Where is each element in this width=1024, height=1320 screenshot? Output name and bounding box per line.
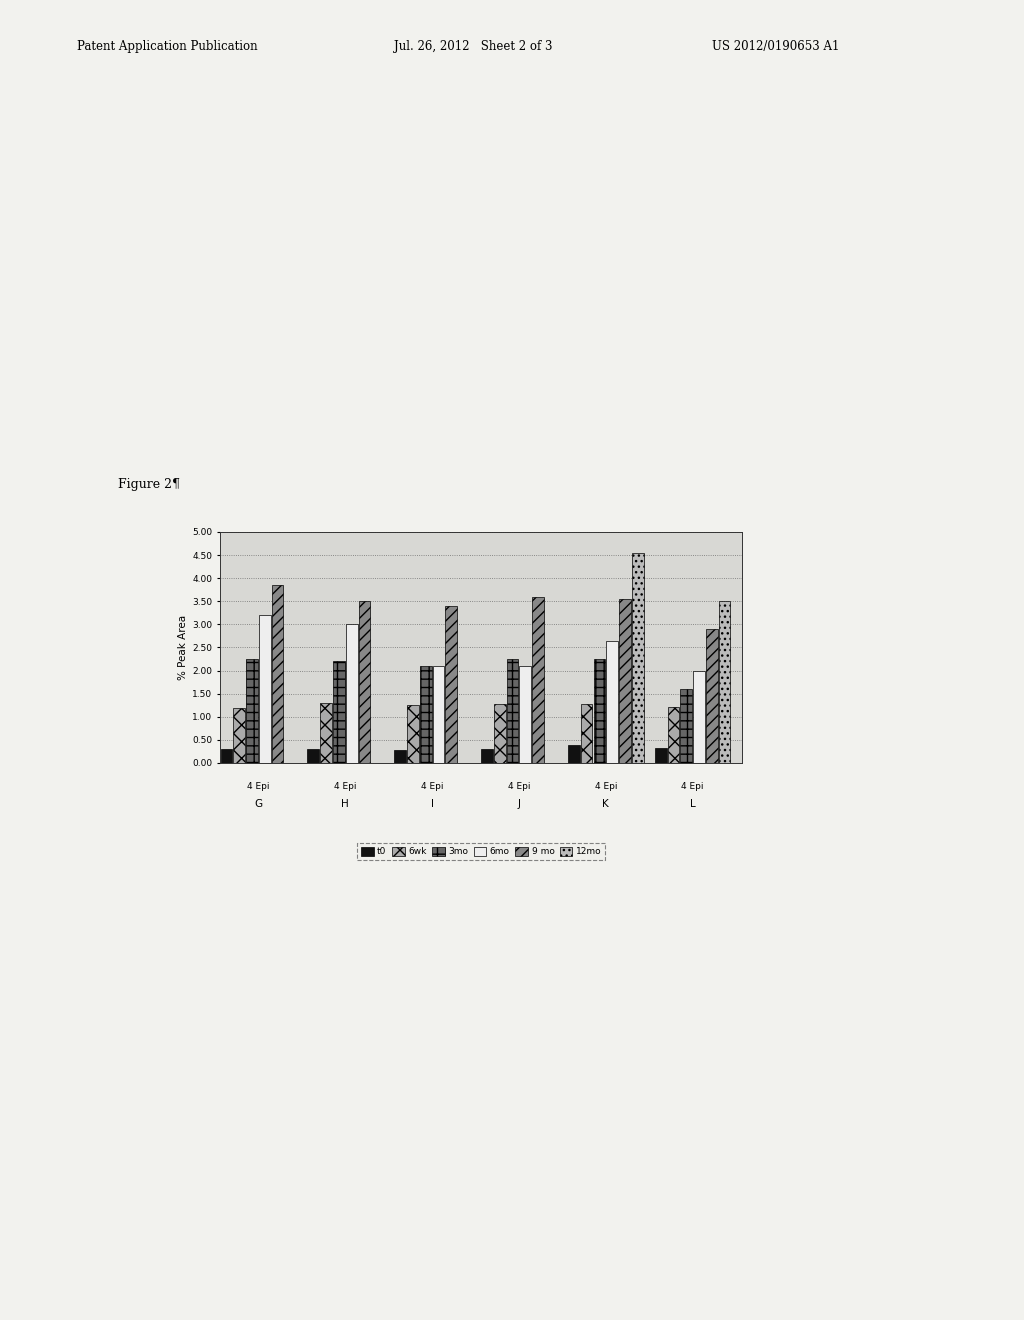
Bar	[481, 750, 493, 763]
Text: Jul. 26, 2012   Sheet 2 of 3: Jul. 26, 2012 Sheet 2 of 3	[394, 40, 553, 53]
Bar	[220, 750, 232, 763]
Bar	[408, 705, 419, 763]
Y-axis label: % Peak Area: % Peak Area	[178, 615, 188, 680]
Text: 4 Epi: 4 Epi	[334, 783, 356, 792]
Bar	[654, 748, 667, 763]
Bar	[445, 606, 457, 763]
Bar	[693, 671, 705, 763]
Text: US 2012/0190653 A1: US 2012/0190653 A1	[712, 40, 839, 53]
Bar	[259, 615, 270, 763]
Bar	[432, 667, 444, 763]
Bar	[594, 659, 605, 763]
Legend: t0, 6wk, 3mo, 6mo, 9 mo, 12mo: t0, 6wk, 3mo, 6mo, 9 mo, 12mo	[357, 843, 605, 861]
Bar	[719, 602, 730, 763]
Bar	[358, 602, 371, 763]
Text: I: I	[431, 799, 433, 809]
Text: Figure 2¶: Figure 2¶	[118, 478, 180, 491]
Bar	[519, 667, 531, 763]
Bar	[246, 659, 258, 763]
Bar	[494, 704, 506, 763]
Bar	[532, 597, 544, 763]
Bar	[568, 746, 580, 763]
Bar	[581, 704, 593, 763]
Bar	[507, 659, 518, 763]
Text: Patent Application Publication: Patent Application Publication	[77, 40, 257, 53]
Text: 4 Epi: 4 Epi	[595, 783, 617, 792]
Text: 4 Epi: 4 Epi	[681, 783, 703, 792]
Bar	[271, 585, 284, 763]
Text: J: J	[517, 799, 520, 809]
Text: L: L	[690, 799, 695, 809]
Bar	[606, 640, 618, 763]
Bar	[632, 553, 643, 763]
Bar	[680, 689, 692, 763]
Text: K: K	[602, 799, 609, 809]
Bar	[420, 667, 431, 763]
Bar	[706, 630, 718, 763]
Text: 4 Epi: 4 Epi	[508, 783, 530, 792]
Bar	[333, 661, 345, 763]
Text: H: H	[341, 799, 349, 809]
Text: 4 Epi: 4 Epi	[247, 783, 269, 792]
Bar	[346, 624, 357, 763]
Bar	[668, 706, 679, 763]
Bar	[233, 708, 245, 763]
Text: 4 Epi: 4 Epi	[421, 783, 443, 792]
Bar	[620, 599, 631, 763]
Text: G: G	[254, 799, 262, 809]
Bar	[307, 750, 319, 763]
Bar	[394, 750, 407, 763]
Bar	[321, 704, 332, 763]
